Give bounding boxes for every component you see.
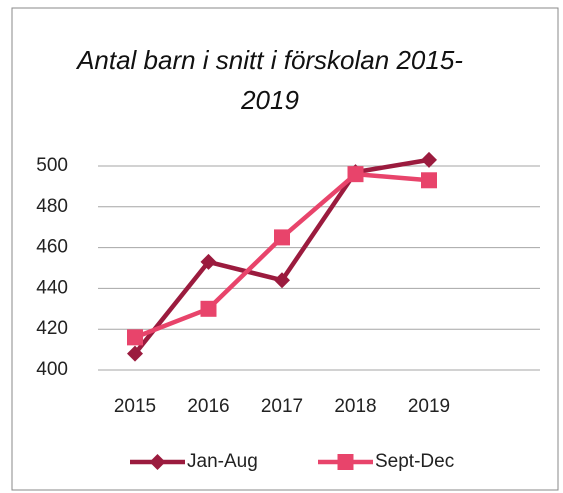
x-tick-label: 2017 bbox=[261, 396, 303, 417]
point bbox=[347, 166, 364, 183]
legend-label: Sept-Dec bbox=[375, 451, 454, 472]
y-tick-label: 460 bbox=[36, 237, 68, 258]
legend-label: Jan-Aug bbox=[187, 451, 258, 472]
chart-title: Antal barn i snitt i förskolan 2015-2019 bbox=[77, 45, 463, 115]
point bbox=[274, 272, 290, 289]
legend-marker bbox=[337, 454, 354, 470]
x-tick-label: 2018 bbox=[334, 396, 376, 417]
point bbox=[200, 253, 217, 270]
point bbox=[200, 300, 217, 317]
point bbox=[421, 172, 437, 189]
y-tick-label: 440 bbox=[36, 277, 68, 298]
x-tick-label: 2019 bbox=[408, 396, 450, 417]
y-tick-label: 420 bbox=[36, 318, 68, 339]
x-tick-label: 2016 bbox=[187, 396, 229, 417]
y-tick-label: 480 bbox=[36, 196, 68, 217]
chart-frame bbox=[11, 7, 559, 491]
x-tick-label: 2015 bbox=[114, 396, 156, 417]
point bbox=[421, 151, 437, 168]
point bbox=[127, 329, 143, 346]
y-tick-label: 400 bbox=[36, 359, 68, 380]
legend-marker bbox=[149, 454, 166, 470]
point bbox=[274, 229, 290, 246]
point bbox=[127, 345, 143, 362]
y-tick-label: 500 bbox=[36, 155, 68, 176]
